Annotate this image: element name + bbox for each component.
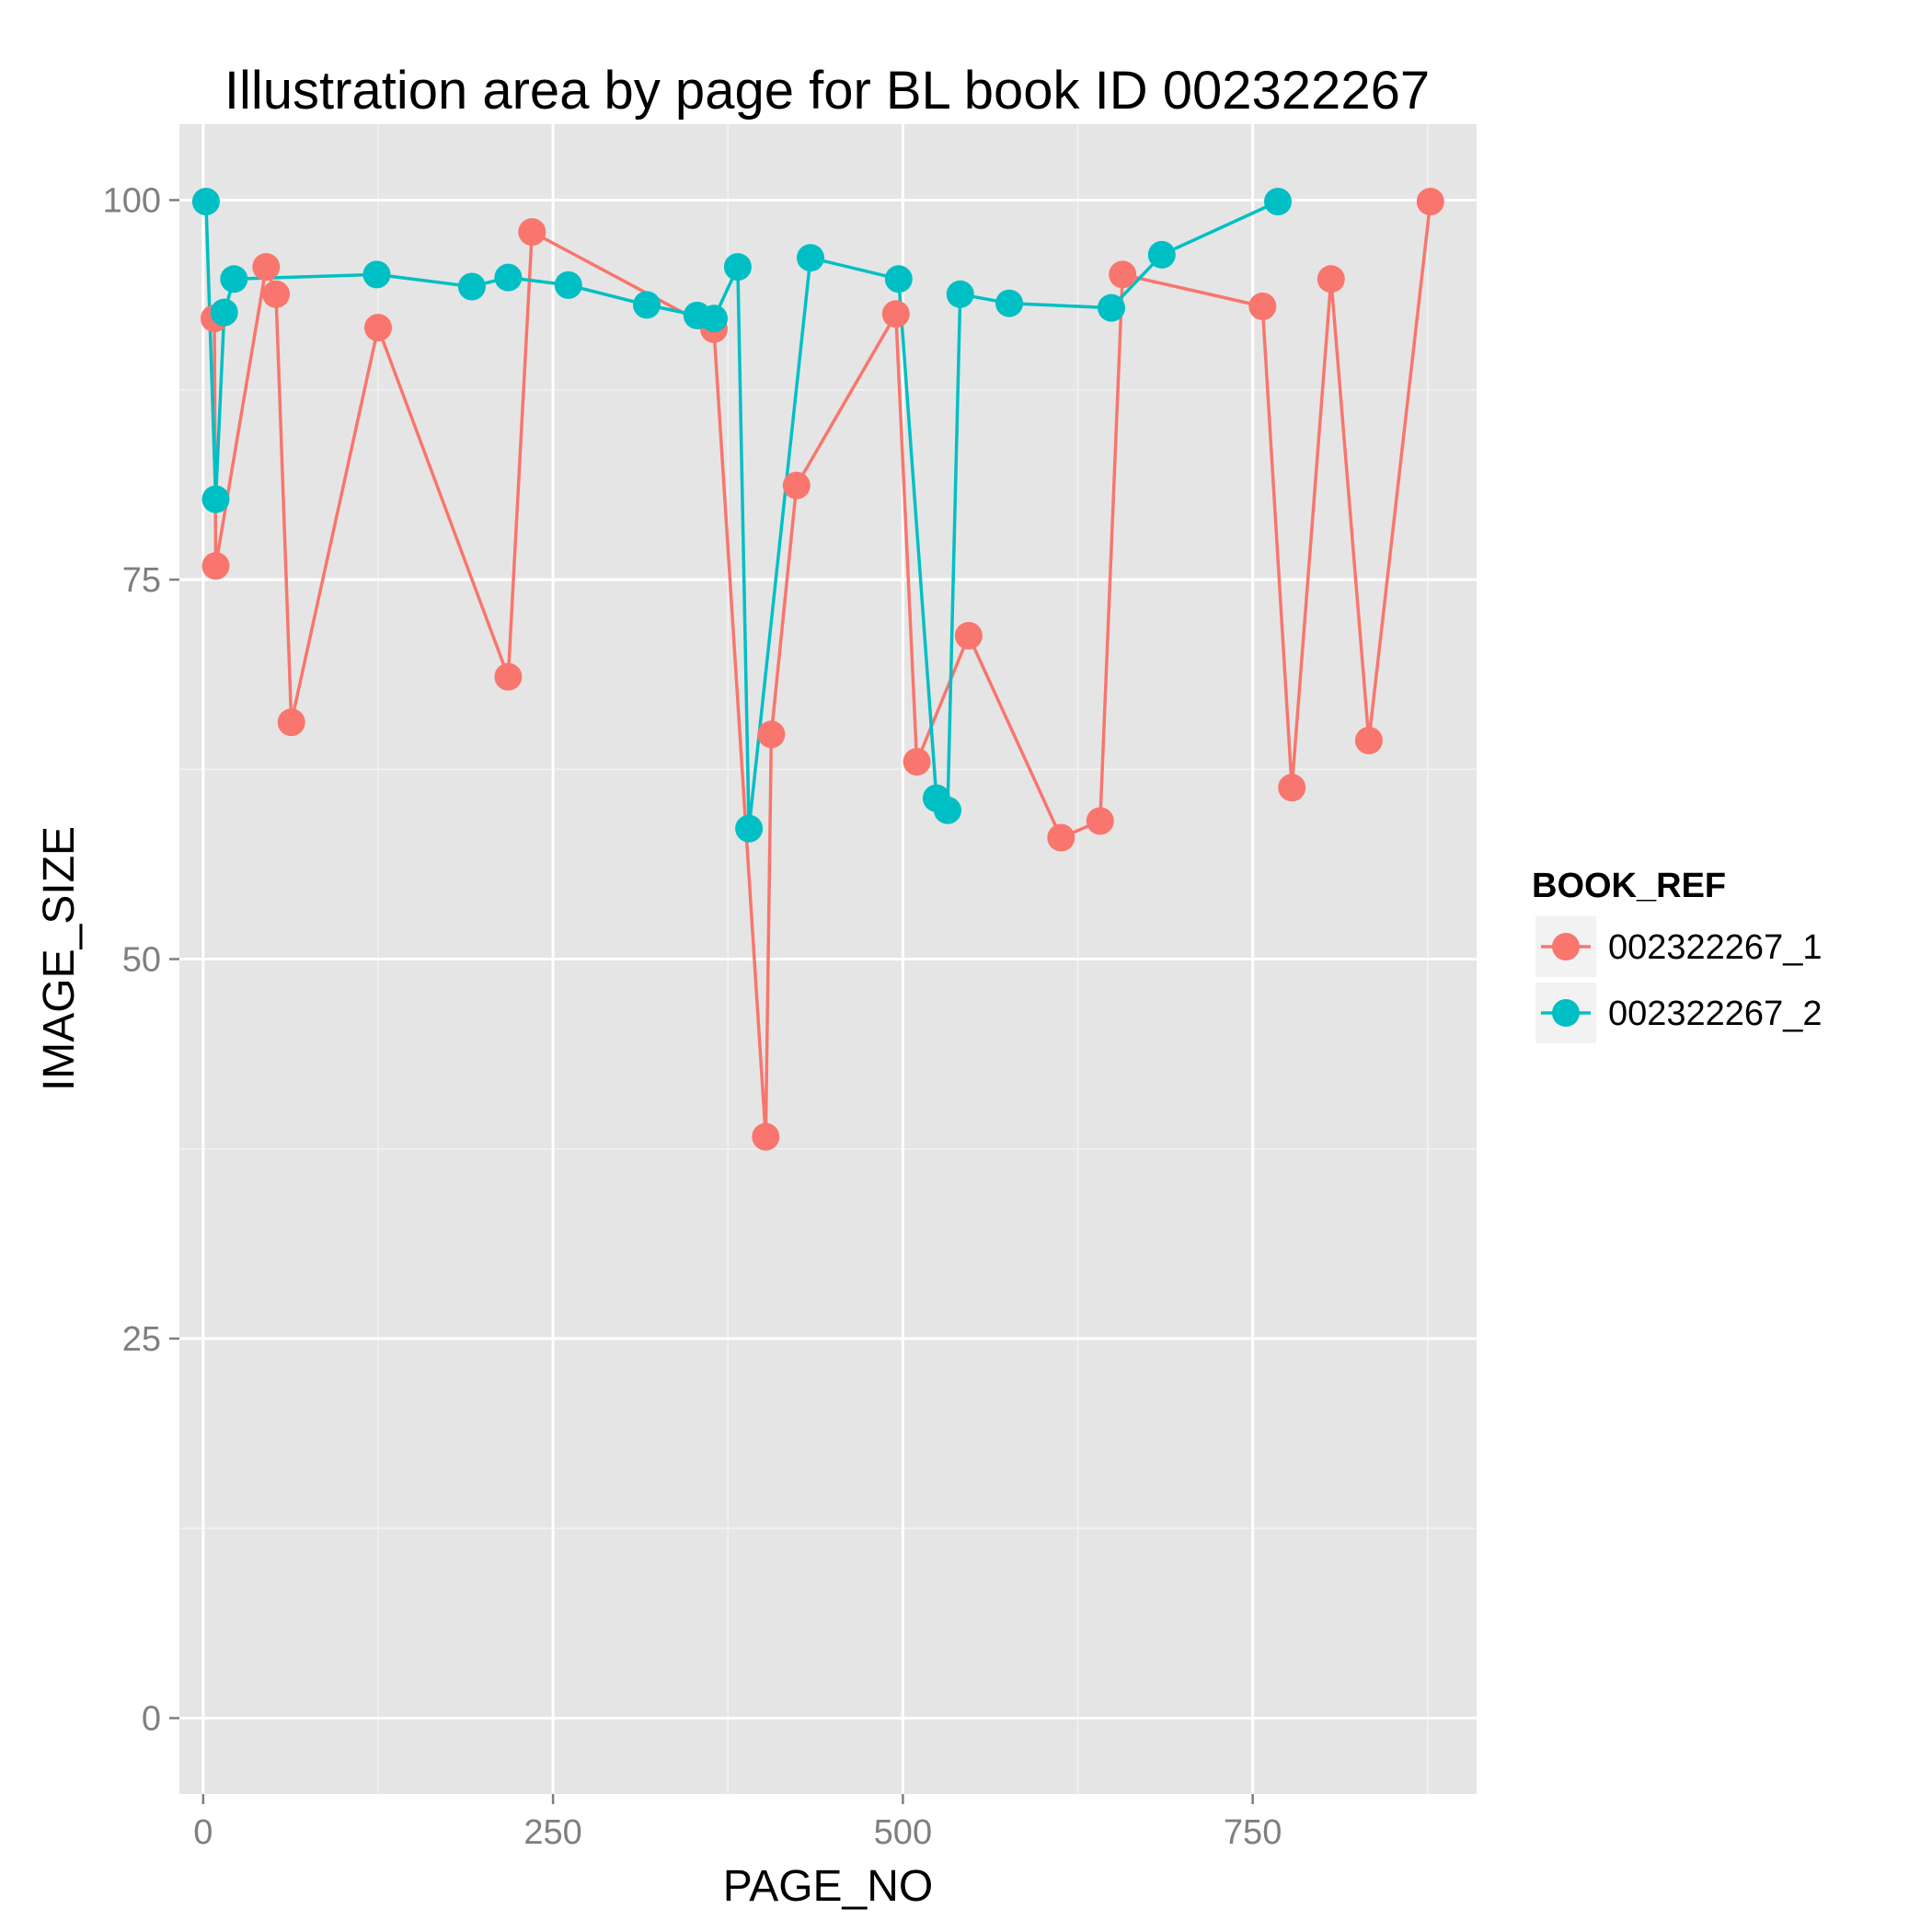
y-tick-label: 25	[122, 1320, 161, 1359]
data-point	[262, 280, 290, 308]
y-tick-label: 75	[122, 561, 161, 600]
legend-label: 002322267_1	[1608, 928, 1822, 967]
series-line	[204, 200, 1279, 831]
y-tick-label: 50	[122, 941, 161, 980]
x-tick-label: 750	[1224, 1813, 1282, 1852]
legend-key-point	[1552, 933, 1580, 960]
y-tick-label: 100	[103, 182, 161, 221]
data-point	[201, 485, 230, 513]
y-tick-label: 0	[142, 1700, 161, 1739]
data-point	[1086, 807, 1114, 835]
y-axis-title: IMAGE_SIZE	[35, 826, 84, 1091]
data-point	[554, 270, 582, 299]
data-point	[1047, 823, 1075, 852]
legend: BOOK_REF 002322267_1 002322267_2	[1532, 867, 1822, 1045]
data-point	[723, 253, 752, 282]
data-point	[995, 289, 1023, 317]
x-axis-title: PAGE_NO	[723, 1862, 934, 1911]
data-point	[881, 300, 910, 328]
legend-key-point	[1552, 999, 1580, 1027]
x-tick-label: 500	[874, 1813, 932, 1852]
data-point	[934, 796, 961, 824]
data-point	[1317, 265, 1345, 293]
data-point	[364, 314, 392, 342]
data-point	[752, 1122, 780, 1151]
x-tick-label: 250	[523, 1813, 581, 1852]
data-point	[457, 272, 486, 301]
data-point	[277, 708, 305, 737]
data-point	[1278, 774, 1306, 802]
data-point	[1147, 240, 1176, 269]
data-point	[633, 291, 661, 319]
axes: 0 250 500 750 0 25 50 75 100	[103, 182, 1282, 1853]
data-point	[884, 265, 913, 293]
data-point	[1248, 293, 1277, 320]
legend-label: 002322267_2	[1608, 995, 1822, 1033]
data-point	[1098, 293, 1125, 322]
data-point	[1416, 188, 1444, 216]
data-point	[1264, 188, 1292, 216]
data-point	[518, 218, 546, 247]
series-2-points	[191, 188, 1292, 843]
data-point	[954, 622, 983, 650]
data-point	[946, 280, 974, 308]
data-point	[210, 298, 238, 327]
data-point	[1354, 726, 1383, 754]
data-point	[757, 720, 786, 749]
data-point	[1109, 260, 1137, 289]
legend-title: BOOK_REF	[1532, 867, 1726, 905]
grid-lines	[179, 124, 1477, 1794]
chart-title: Illustration area by page for BL book ID…	[224, 61, 1430, 121]
data-series	[191, 188, 1444, 1151]
data-point	[494, 263, 523, 292]
data-point	[494, 662, 523, 691]
data-point	[252, 253, 281, 282]
data-point	[201, 552, 230, 581]
data-point	[362, 260, 391, 289]
data-point	[191, 188, 220, 216]
data-point	[700, 305, 728, 333]
data-point	[782, 471, 811, 500]
data-point	[220, 265, 248, 293]
data-point	[797, 244, 824, 272]
x-tick-label: 0	[193, 1813, 213, 1852]
data-point	[903, 748, 931, 776]
data-point	[735, 814, 764, 843]
series-2	[204, 200, 1279, 831]
